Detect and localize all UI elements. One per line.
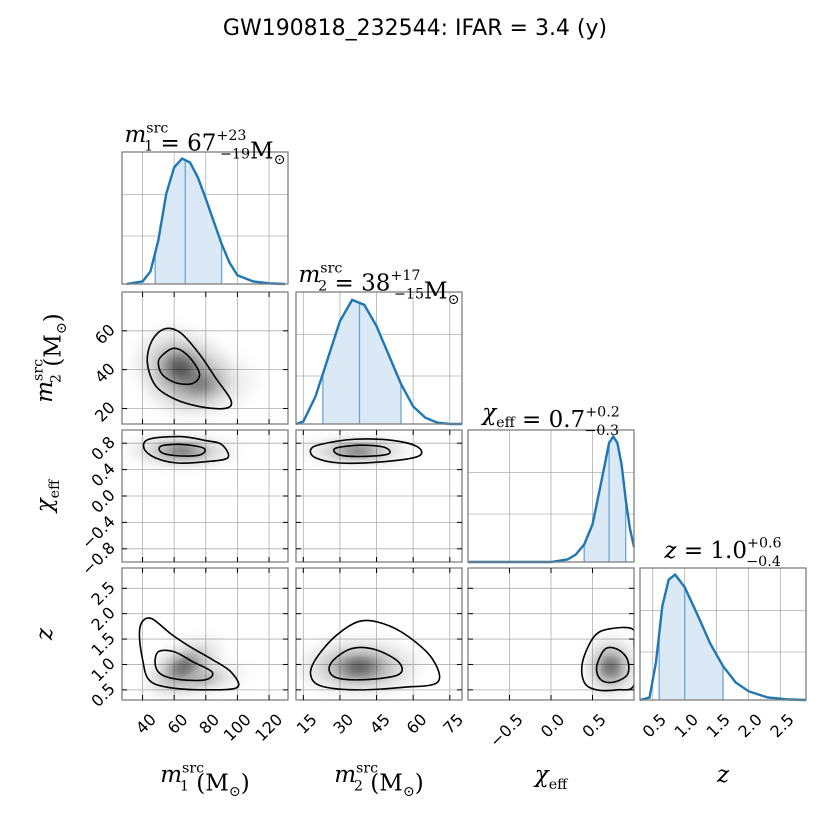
marginal-frame xyxy=(121,151,289,285)
x-axis-z: 0.5 1.0 1.5 2.0 2.5 z xyxy=(639,710,798,788)
y-axis-label-m2: msrc 2 (M⊙) xyxy=(30,313,70,403)
panel-title-chi_eff: χeff = 0.7+0.2 −0.3 xyxy=(480,400,620,439)
x-axis-label-z: z xyxy=(716,762,730,788)
posterior-density-line xyxy=(468,434,636,564)
y-tick-label: 20 xyxy=(91,398,119,426)
contour-90 xyxy=(580,626,634,692)
joint-frame xyxy=(121,567,289,701)
y-tick-label: 40 xyxy=(91,359,119,387)
figure-title: GW190818_232544: IFAR = 3.4 (y) xyxy=(222,16,608,41)
x-tick-label: 2.5 xyxy=(766,710,797,741)
y-tick-label: 2.0 xyxy=(87,603,118,634)
joint-panel-m1-chi_eff xyxy=(121,429,289,563)
y-tick-label: 2.5 xyxy=(87,578,118,609)
density-group xyxy=(296,619,441,697)
x-axis-chi_eff: −0.5 0.0 0.5 χeff xyxy=(486,710,610,793)
marginal-frame xyxy=(467,429,635,563)
x-axis-m2: 15 30 45 60 75 msrc 2 (M⊙) xyxy=(293,710,467,800)
x-tick-label: 30 xyxy=(329,710,357,738)
x-tick-label: 120 xyxy=(251,710,286,745)
panel-title-m2: msrc 2 = 38+17 −15M⊙ xyxy=(298,260,459,308)
credible-interval-fill xyxy=(659,574,723,700)
y-tick-label: 1.5 xyxy=(87,628,118,659)
density-group xyxy=(580,626,634,699)
contour-90 xyxy=(138,617,240,691)
y-tick-label: 0.0 xyxy=(87,485,118,516)
density-group xyxy=(132,326,245,412)
contour-50 xyxy=(595,646,630,684)
posterior-density-line xyxy=(126,157,285,286)
joint-panel-m1-z xyxy=(121,567,289,701)
credible-interval-fill xyxy=(322,299,401,424)
x-tick-label: 15 xyxy=(293,710,321,738)
marginal-panel-chi_eff: χeff = 0.7+0.2 −0.3 xyxy=(467,400,636,564)
y-tick-label: 0.8 xyxy=(87,433,118,464)
contour-90 xyxy=(146,327,233,410)
panel-title-z: z = 1.0+0.6 −0.4 xyxy=(663,536,781,570)
marginal-panel-z: z = 1.0+0.6 −0.4 xyxy=(639,536,807,702)
contour-50 xyxy=(158,443,206,457)
density-blob xyxy=(192,378,213,392)
credible-interval-fill xyxy=(584,436,626,562)
density-blob xyxy=(347,448,367,454)
density-blob xyxy=(348,661,371,673)
x-tick-label: 0.5 xyxy=(578,710,609,741)
contour-90 xyxy=(142,435,230,464)
density-blob xyxy=(176,661,191,673)
x-axis-label-chi_eff: χeff xyxy=(533,762,568,793)
panel-title-m1: msrc 1 = 67+23 −19M⊙ xyxy=(124,120,285,168)
contour-50 xyxy=(154,649,214,682)
contour-50 xyxy=(328,646,403,681)
y-tick-label: 0.4 xyxy=(87,459,118,490)
marginal-frame xyxy=(639,567,807,701)
x-tick-label: 0.0 xyxy=(537,710,568,741)
y-axis-m2: 20 40 60 msrc 2 (M⊙) xyxy=(30,313,118,425)
contour-50 xyxy=(157,347,201,386)
joint-panel-m2-chi_eff xyxy=(295,429,463,563)
density-group xyxy=(124,435,240,467)
y-tick-label: 1.0 xyxy=(87,654,118,685)
y-axis-label-z: z xyxy=(32,627,58,641)
x-axis-label-m2: msrc 2 (M⊙) xyxy=(334,760,424,800)
density-group xyxy=(299,437,423,465)
y-tick-label: 0.5 xyxy=(87,679,118,710)
contour-90 xyxy=(309,619,441,691)
x-tick-label: 1.5 xyxy=(702,710,733,741)
joint-frame xyxy=(295,567,463,701)
contour-50 xyxy=(332,444,391,458)
joint-panel-m2-z xyxy=(295,567,463,701)
posterior-density-line xyxy=(295,298,462,426)
y-tick-label: 60 xyxy=(91,320,119,348)
x-tick-label: 1.0 xyxy=(671,710,702,741)
x-tick-label: 75 xyxy=(439,710,467,738)
contour-90 xyxy=(309,438,423,465)
x-tick-label: 80 xyxy=(195,710,223,738)
credible-interval-fill xyxy=(155,158,222,284)
marginal-frame xyxy=(295,291,463,425)
x-tick-label: 60 xyxy=(403,710,431,738)
density-blob xyxy=(605,661,616,673)
joint-frame xyxy=(121,291,289,425)
x-axis-label-m1: msrc 1 (M⊙) xyxy=(160,760,250,800)
y-axis-z: 0.51.01.52.02.5 z xyxy=(32,578,119,711)
x-tick-label: 60 xyxy=(164,710,192,738)
y-axis-label-chi_eff: χeff xyxy=(32,479,63,514)
density-blob xyxy=(172,448,193,454)
marginal-panel-m1: msrc 1 = 67+23 −19M⊙ xyxy=(121,120,289,286)
posterior-density-line xyxy=(639,572,807,702)
marginal-panel-m2: msrc 2 = 38+17 −15M⊙ xyxy=(295,260,463,426)
joint-panel-m1-m2 xyxy=(121,291,289,425)
joint-panel-chi_eff-z xyxy=(467,567,635,701)
x-tick-label: 100 xyxy=(220,710,255,745)
x-tick-label: −0.5 xyxy=(486,710,527,751)
x-tick-label: 2.0 xyxy=(734,710,765,741)
x-tick-label: 45 xyxy=(366,710,394,738)
x-tick-label: 40 xyxy=(132,710,160,738)
density-group xyxy=(138,617,242,698)
x-tick-label: 0.5 xyxy=(639,710,670,741)
